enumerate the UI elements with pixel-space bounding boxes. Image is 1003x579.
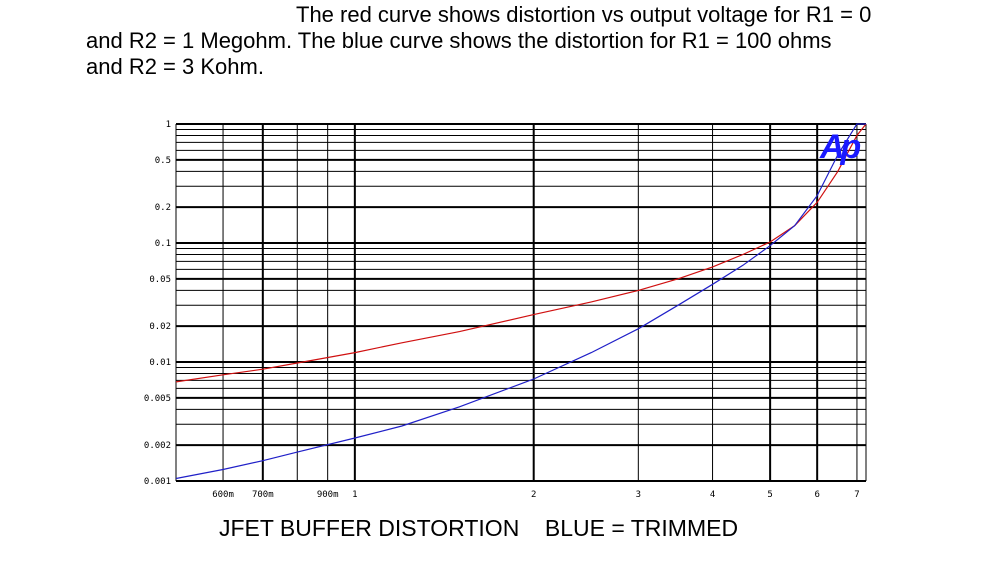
y-tick-label: 0.5: [155, 156, 171, 166]
x-tick-label: 600m: [212, 490, 234, 500]
x-tick-label: 2: [531, 490, 536, 500]
x-tick-label: 1: [352, 490, 357, 500]
y-tick-label: 0.01: [149, 358, 171, 368]
y-tick-label: 0.1: [155, 239, 171, 249]
y-tick-label: 0.002: [144, 441, 171, 451]
caption-line-1: The red curve shows distortion vs output…: [296, 2, 872, 27]
x-tick-label: 6: [814, 490, 819, 500]
chart-title: JFET BUFFER DISTORTION BLUE = TRIMMED: [219, 515, 739, 541]
y-tick-label: 0.005: [144, 394, 171, 404]
y-tick-label: 0.2: [155, 203, 171, 213]
x-tick-label: 3: [636, 490, 641, 500]
red-distortion-curve: [175, 123, 867, 383]
caption-line-3: and R2 = 3 Kohm.: [86, 54, 264, 79]
x-tick-label: 700m: [252, 490, 274, 500]
y-tick-label: 0.001: [144, 477, 171, 487]
y-tick-label: 1: [166, 120, 171, 130]
x-tick-label: 900m: [317, 490, 339, 500]
x-tick-label: 4: [710, 490, 715, 500]
ap-logo: Ap: [819, 128, 861, 166]
blue-distortion-curve: [175, 123, 866, 480]
y-tick-label: 0.05: [149, 275, 171, 285]
y-tick-label: 0.02: [149, 322, 171, 332]
caption-line-2: and R2 = 1 Megohm. The blue curve shows …: [86, 28, 832, 53]
x-tick-label: 7: [854, 490, 859, 500]
x-tick-label: 5: [767, 490, 772, 500]
